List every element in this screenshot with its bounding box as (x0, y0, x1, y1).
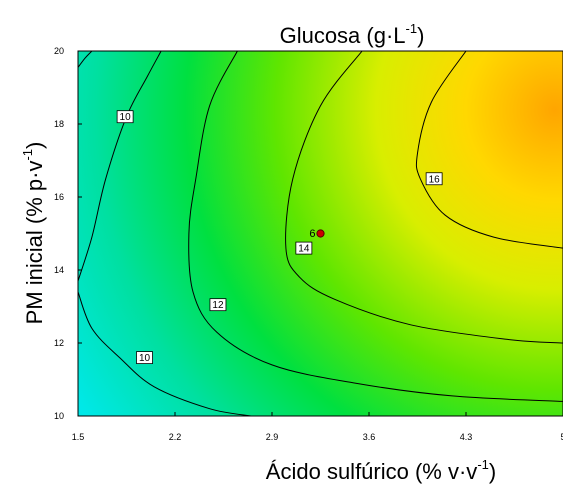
y-tick-label: 10 (54, 411, 64, 421)
y-tick-label: 18 (54, 119, 64, 129)
contour-label-layer: 10 10 12 14 16 (116, 110, 443, 365)
contour-label-text: 10 (120, 112, 132, 123)
contour-line-12 (188, 51, 563, 402)
y-tick-label: 12 (54, 338, 64, 348)
contour-label: 14 (295, 241, 313, 255)
contour-line-10 (78, 51, 93, 68)
y-axis-label: PM inicial (% p·v-1) (20, 142, 47, 325)
y-tick-label: 20 (54, 46, 64, 56)
contour-label-box (116, 110, 134, 124)
contour-layer (78, 51, 563, 416)
y-tick-label: 14 (54, 265, 64, 275)
design-point (316, 229, 325, 238)
x-tick-label: 3.6 (363, 432, 376, 442)
contour-line-10 (78, 51, 162, 282)
contour-label-box (136, 351, 153, 365)
chart-title: Glucosa (g·L-1) (280, 21, 425, 48)
contour-label: 16 (425, 172, 443, 186)
contour-label-text: 14 (298, 244, 310, 255)
contour-label-box (425, 172, 443, 186)
contour-label-text: 10 (139, 353, 151, 364)
x-tick-label: 2.9 (266, 432, 279, 442)
x-tick-label: 2.2 (169, 432, 182, 442)
contour-label-text: 16 (429, 174, 441, 185)
contour-line-14 (285, 51, 563, 344)
contour-line-10 (78, 291, 252, 416)
contour-label: 10 (116, 110, 134, 124)
y-tick-label: 16 (54, 192, 64, 202)
x-tick-label: 5 (560, 432, 563, 442)
x-axis-label: Ácido sulfúrico (% v·v-1) (266, 457, 496, 484)
contour-line-16 (415, 51, 563, 249)
contour-label: 10 (136, 351, 153, 365)
tick-layer: 1.5 2.2 2.9 3.6 4.3 5 10 12 14 16 18 20 (54, 46, 563, 442)
x-tick-label: 1.5 (72, 432, 85, 442)
contour-label-text: 12 (212, 300, 224, 311)
x-tick-label: 4.3 (460, 432, 473, 442)
contour-label-box (209, 298, 227, 312)
contour-label-box (295, 241, 313, 255)
design-point-layer: 6 (309, 228, 325, 240)
contour-label: 12 (209, 298, 227, 312)
design-point-label: 6 (309, 228, 315, 240)
plot-frame (77, 50, 563, 417)
